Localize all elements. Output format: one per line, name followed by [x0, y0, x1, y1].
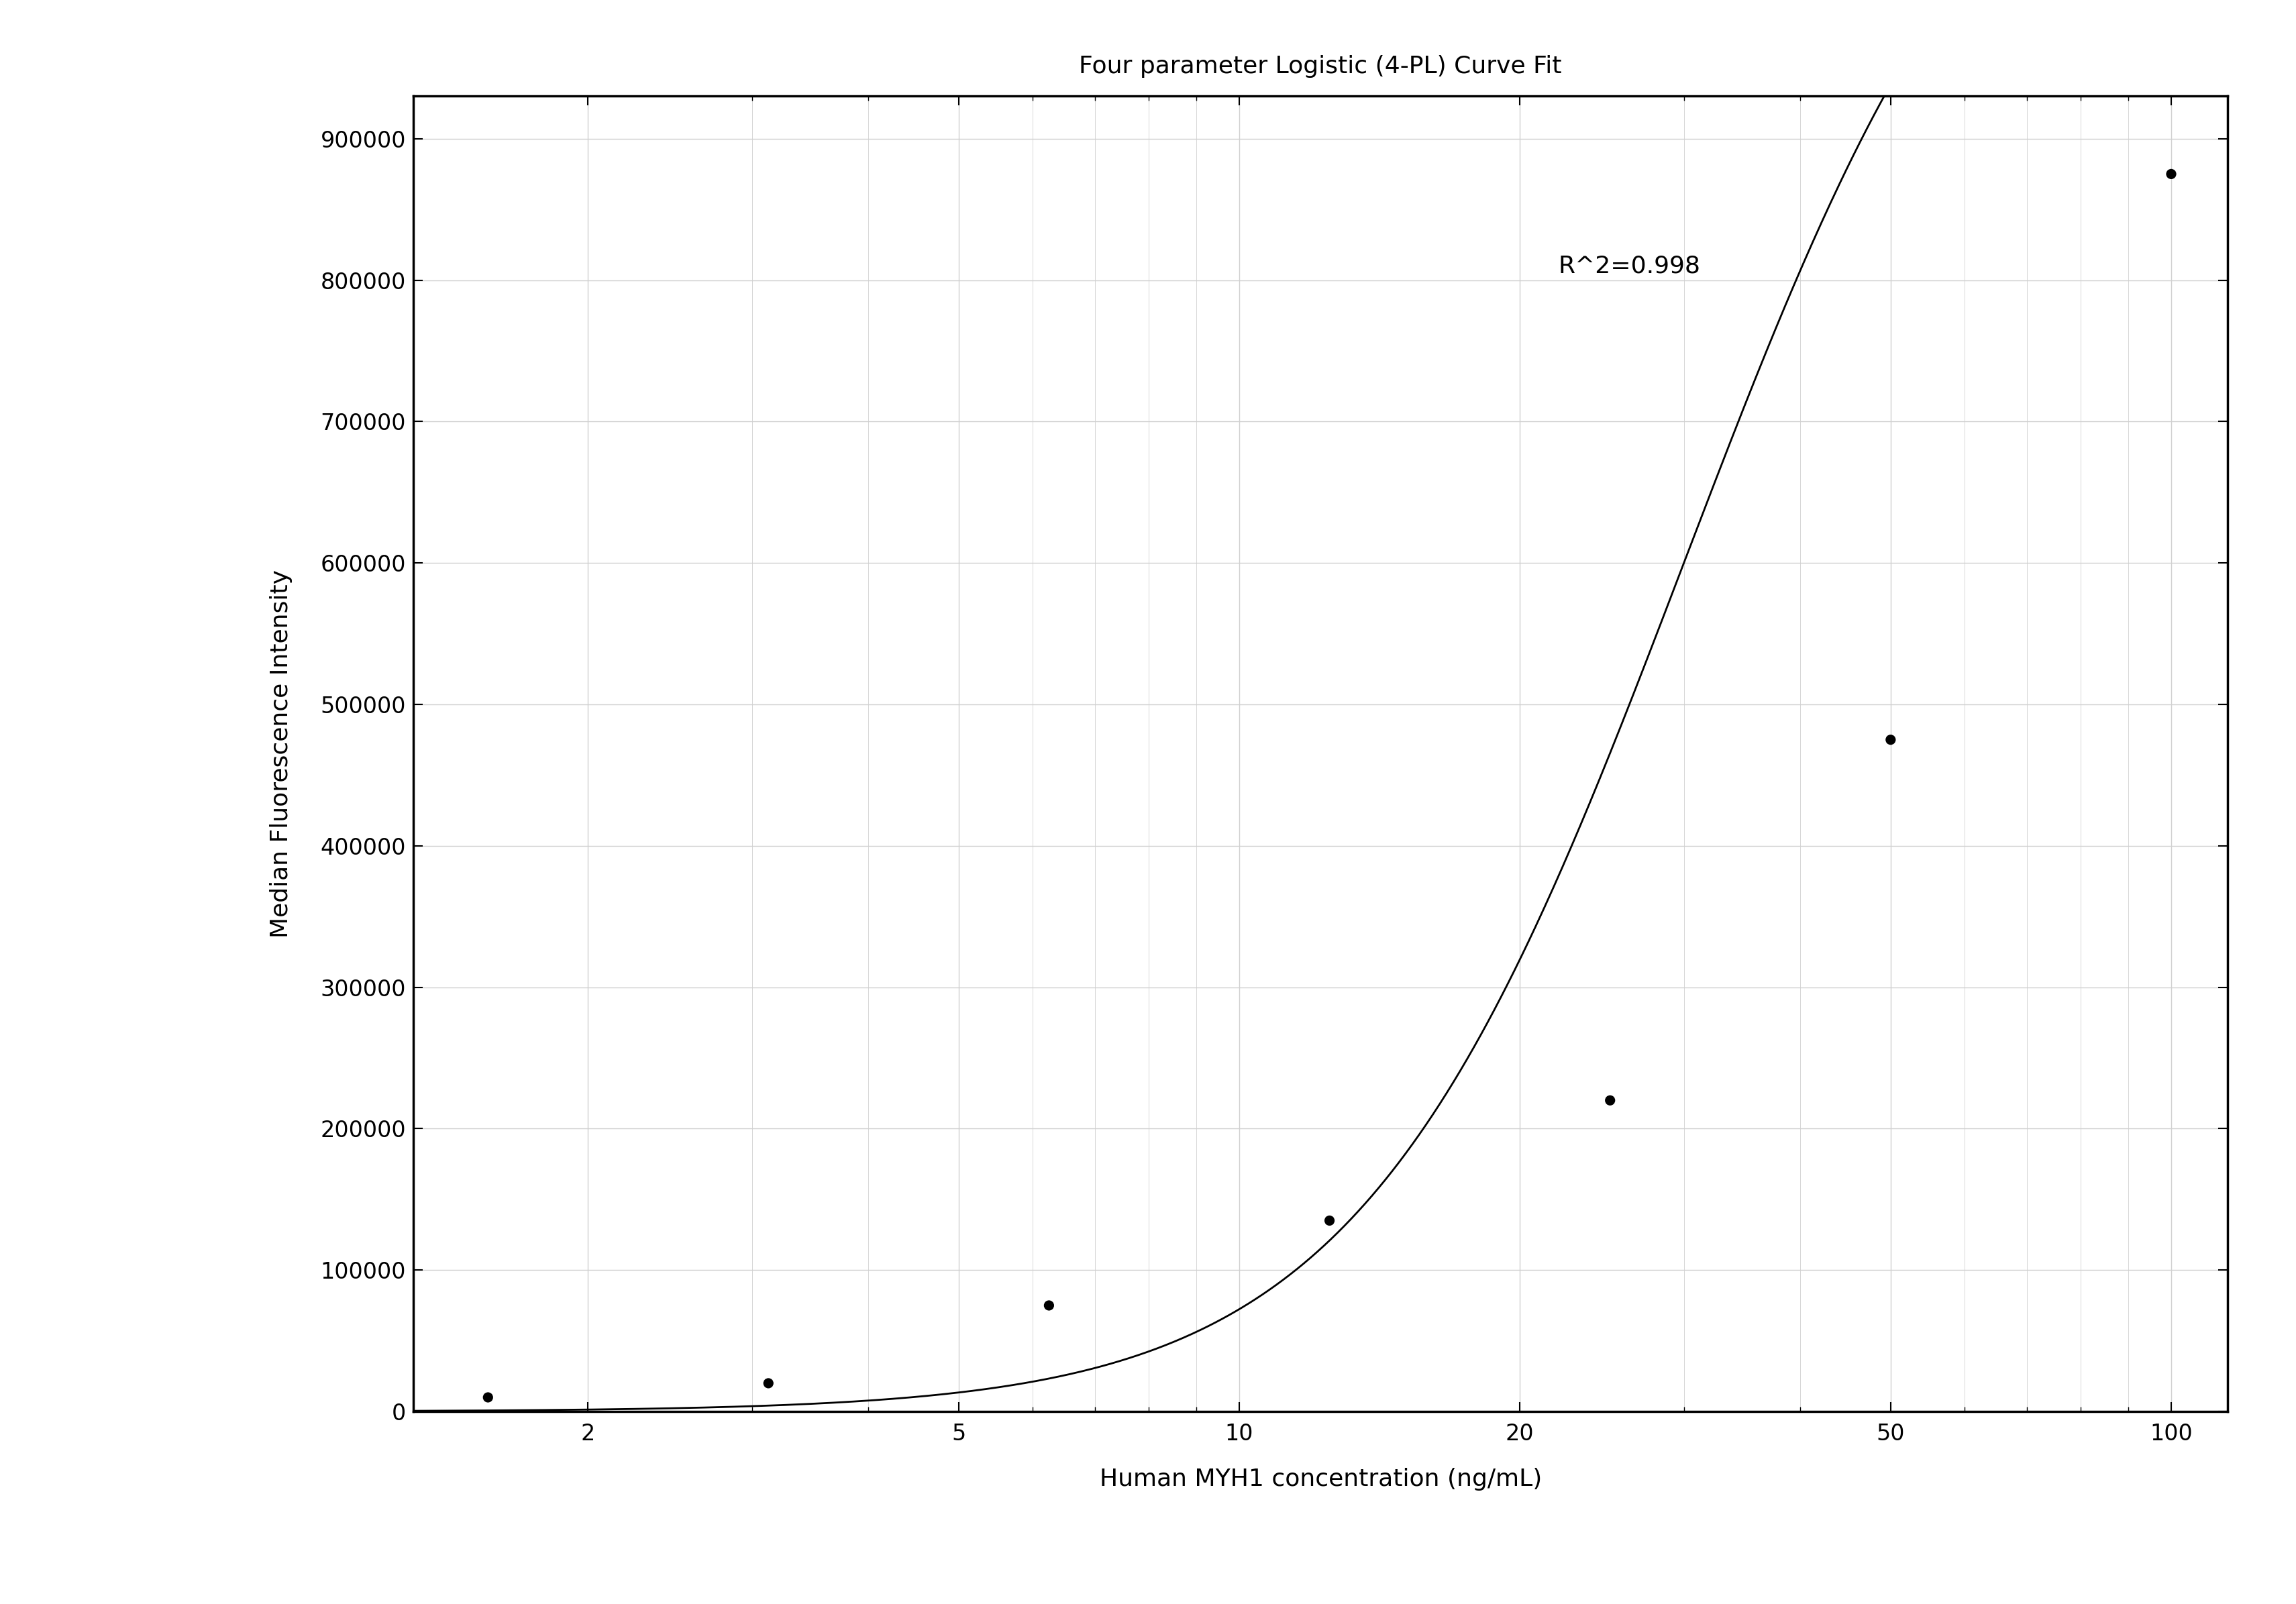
Point: [468, 1384, 505, 1410]
Point: [751, 1370, 788, 1395]
Point: [1031, 1293, 1068, 1318]
Y-axis label: Median Fluorescence Intensity: Median Fluorescence Intensity: [269, 569, 292, 938]
Point: [1311, 1208, 1348, 1233]
Point: [2151, 160, 2188, 186]
Point: [1871, 727, 1908, 752]
Title: Four parameter Logistic (4-PL) Curve Fit: Four parameter Logistic (4-PL) Curve Fit: [1079, 55, 1561, 77]
Point: [1591, 1088, 1628, 1113]
X-axis label: Human MYH1 concentration (ng/mL): Human MYH1 concentration (ng/mL): [1100, 1468, 1541, 1492]
Text: R^2=0.998: R^2=0.998: [1559, 255, 1699, 277]
